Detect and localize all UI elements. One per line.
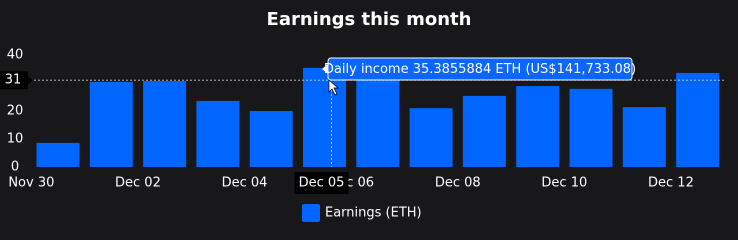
y-tick-label: 10 <box>7 132 24 147</box>
bar <box>676 72 720 167</box>
y-tick-label: 20 <box>7 104 24 119</box>
y-tick-label: 0 <box>11 160 19 175</box>
x-tick-label: Dec 10 <box>541 176 587 191</box>
x-tick-label: Dec 08 <box>435 176 481 191</box>
tooltip-arrow <box>322 64 328 74</box>
crosshair-x-label: Dec 05 <box>299 176 345 191</box>
tooltip-text: Daily income 35.3855884 ETH (US$141,733.… <box>324 62 636 77</box>
bar <box>249 111 293 167</box>
crosshair-y-label: 31 <box>5 73 22 88</box>
bar <box>89 81 133 167</box>
bar <box>303 67 346 167</box>
bar <box>516 86 560 167</box>
bar <box>569 88 613 167</box>
bar <box>356 77 400 167</box>
legend-swatch <box>302 204 320 222</box>
legend-label: Earnings (ETH) <box>325 206 422 221</box>
cursor <box>328 79 339 96</box>
x-tick-label: Dec 12 <box>648 176 694 191</box>
bar <box>462 95 506 167</box>
bar <box>36 142 80 167</box>
bar <box>409 108 453 167</box>
crosshair-y-arrow <box>28 76 33 85</box>
bar <box>196 100 240 167</box>
x-tick-label: Nov 30 <box>8 176 54 191</box>
chart-title: Earnings this month <box>267 9 472 30</box>
crosshair-x-box <box>294 172 349 194</box>
x-tick-label: Dec 02 <box>115 176 161 191</box>
y-tick-label: 40 <box>7 48 24 63</box>
crosshair-y-box <box>0 71 28 90</box>
x-tick-label: Dec 04 <box>222 176 268 191</box>
bar <box>622 107 666 167</box>
bar <box>143 81 187 167</box>
